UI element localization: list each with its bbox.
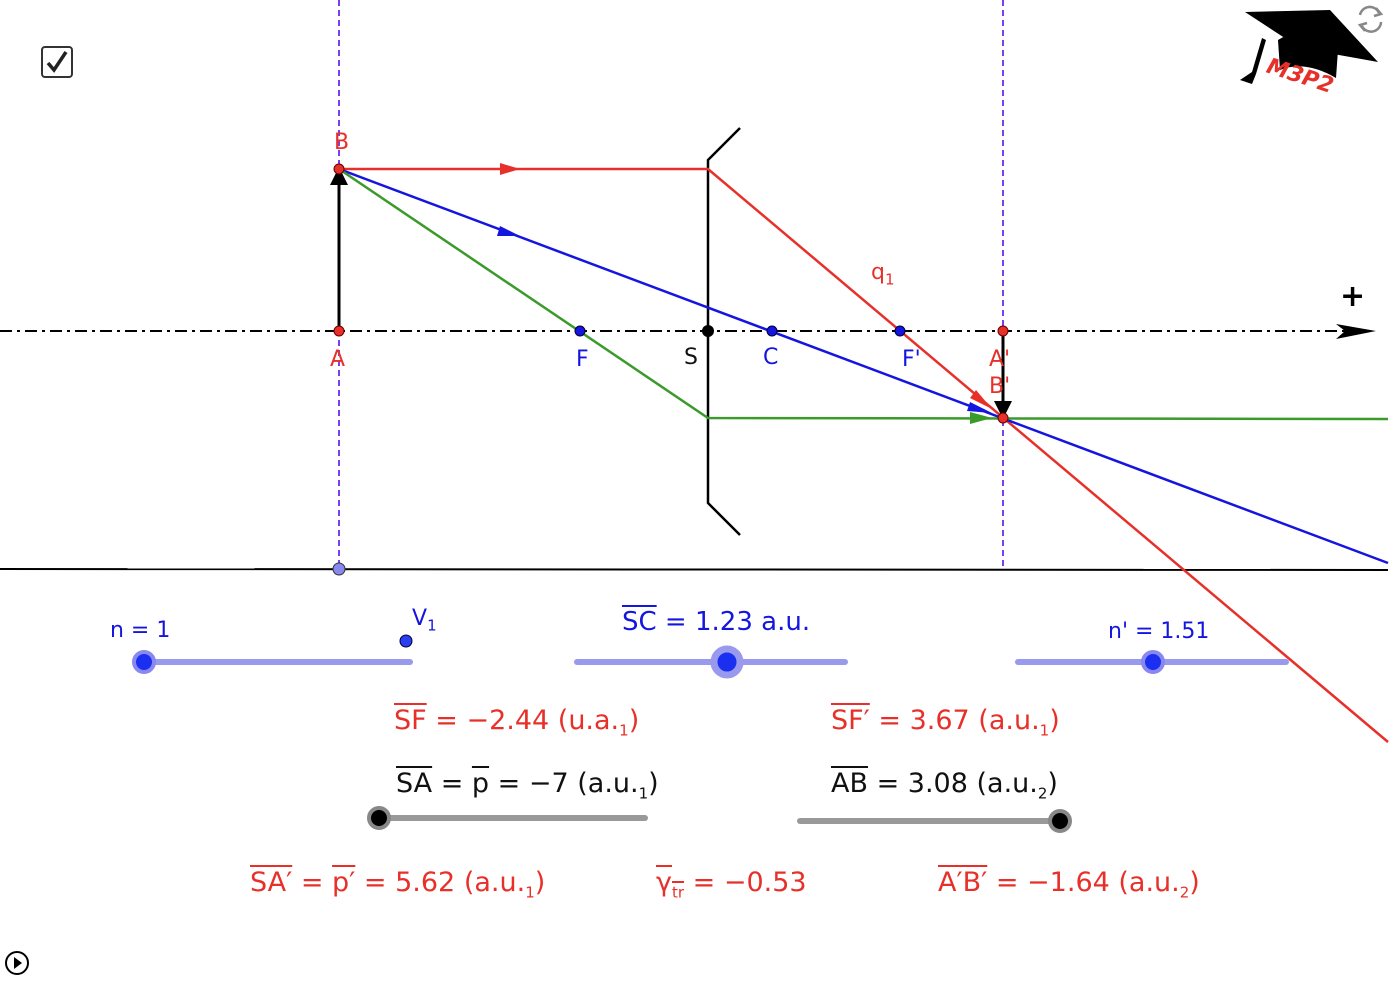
- slider-np-label: n' = 1.51: [1108, 619, 1210, 644]
- slider-n-knob[interactable]: [132, 650, 156, 674]
- label-q1: q1: [871, 262, 895, 287]
- point-B[interactable]: [333, 163, 345, 175]
- play-circle-icon[interactable]: [5, 951, 29, 975]
- AB-name: AB: [831, 768, 868, 799]
- ray-red-arrow-icon: [500, 163, 520, 175]
- SA-close: ): [648, 768, 659, 799]
- ray-red: [339, 167, 1389, 743]
- ApBp-name: A′B′: [938, 867, 988, 898]
- V1-sub: 1: [427, 616, 437, 635]
- label-S: S: [684, 345, 698, 370]
- SFp-close: ): [1049, 705, 1060, 736]
- AB-close: ): [1047, 768, 1058, 799]
- slider-SA-knob[interactable]: [367, 806, 391, 830]
- SAp-name: SA′: [250, 867, 293, 898]
- SFp-result: SF′ = 3.67 (a.u.1): [831, 707, 1060, 738]
- SAp-sub: 1: [525, 883, 535, 902]
- slider-SC-label: SC = 1.23 a.u.: [622, 609, 810, 635]
- slider-SC-knob[interactable]: [710, 645, 744, 679]
- label-Bp: B': [989, 374, 1011, 399]
- ray-blue: [338, 167, 1389, 565]
- show-rays-checkbox[interactable]: [41, 46, 73, 78]
- SA-p: p: [471, 768, 490, 799]
- ground-line: [0, 568, 1389, 571]
- SA-sub: 1: [638, 784, 649, 803]
- ray-green-arrow-icon: [970, 412, 992, 424]
- slider-AB-label: AB = 3.08 (a.u.2): [831, 770, 1058, 801]
- label-F: F: [576, 347, 589, 372]
- gamma-value: = −0.53: [684, 867, 807, 898]
- label-B: B: [334, 130, 350, 155]
- ApBp-result: A′B′ = −1.64 (a.u.2): [938, 869, 1200, 900]
- SFp-value: = 3.67 (a.u.: [869, 705, 1040, 736]
- SF-sub: 1: [619, 721, 629, 740]
- gamma-name: γtr: [656, 867, 685, 902]
- q1-text: q: [871, 260, 885, 285]
- SF-name: SF: [394, 705, 427, 736]
- SAp-value: = 5.62 (a.u.: [355, 867, 526, 898]
- label-A: A: [330, 347, 346, 372]
- gamma-result: γtr = −0.53: [656, 869, 807, 900]
- graduation-cap-icon: [1240, 10, 1378, 84]
- V1-text: V: [412, 606, 428, 631]
- point-Ap: [997, 325, 1009, 337]
- point-A[interactable]: [333, 325, 345, 337]
- SA-eq: =: [432, 768, 472, 799]
- point-Bp: [997, 412, 1009, 424]
- ray-blue-arrow-icon: [497, 226, 520, 236]
- SA-value: = −7 (a.u.: [489, 768, 639, 799]
- point-Fp: [894, 325, 906, 337]
- gamma-sub: tr: [671, 883, 685, 902]
- point-S[interactable]: [702, 325, 714, 337]
- SA-name: SA: [396, 768, 433, 799]
- slider-np-knob[interactable]: [1141, 650, 1165, 674]
- ApBp-close: ): [1189, 867, 1200, 898]
- q1-sub: 1: [884, 270, 895, 289]
- point-ground[interactable]: [332, 562, 346, 576]
- AB-value: = 3.08 (a.u.: [868, 768, 1038, 799]
- label-Fp: F': [902, 347, 921, 372]
- slider-n-label: n = 1: [110, 618, 171, 643]
- point-C: [766, 325, 778, 337]
- SFp-name: SF′: [831, 705, 870, 736]
- ray-blue-arrow2-icon: [967, 402, 992, 413]
- ray-green: [338, 167, 1389, 421]
- ApBp-sub: 2: [1179, 883, 1190, 902]
- checkmark-icon: [46, 51, 68, 73]
- SFp-sub: 1: [1039, 721, 1050, 740]
- SC-value: = 1.23 a.u.: [656, 607, 811, 637]
- SF-close: ): [628, 705, 640, 736]
- slider-AB-knob[interactable]: [1048, 809, 1072, 833]
- slider-SA-label: SA = p = −7 (a.u.1): [396, 770, 659, 801]
- SAp-eq: =: [292, 867, 333, 898]
- refresh-icon[interactable]: [1357, 5, 1384, 33]
- SF-result: SF = −2.44 (u.a.1): [394, 707, 639, 738]
- label-C: C: [763, 345, 779, 370]
- gamma-symbol: γ: [656, 867, 672, 898]
- AB-sub: 2: [1037, 784, 1048, 803]
- SAp-p: p′: [332, 867, 356, 898]
- SAp-close: ): [534, 867, 546, 898]
- ApBp-value: = −1.64 (a.u.: [987, 867, 1180, 898]
- axis-plus-label: +: [1340, 279, 1365, 314]
- SAp-result: SA′ = p′ = 5.62 (a.u.1): [250, 869, 545, 900]
- point-F: [574, 325, 586, 337]
- ray-red-arrow2-icon: [970, 390, 992, 409]
- axis-arrow-icon: [1336, 324, 1376, 339]
- point-V1[interactable]: [399, 634, 413, 648]
- label-V1: V1: [412, 608, 437, 633]
- SF-value: = −2.44 (u.a.: [426, 705, 620, 736]
- label-Ap: A': [989, 347, 1011, 372]
- SC-name: SC: [622, 607, 657, 637]
